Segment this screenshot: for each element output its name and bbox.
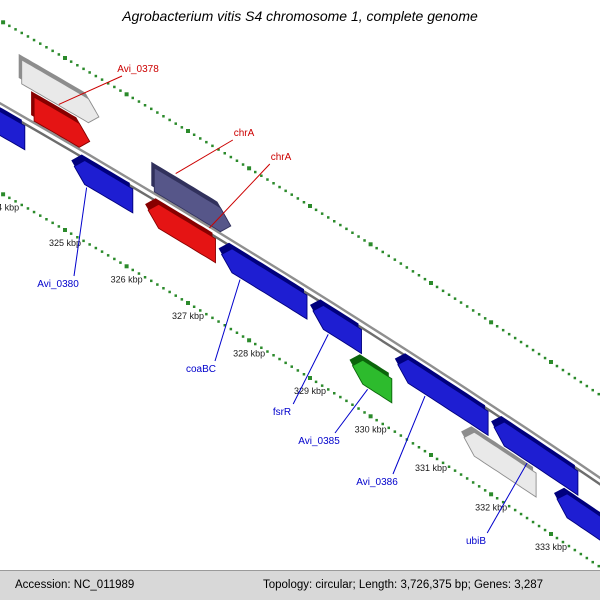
gene-label-Avi_0380: Avi_0380 xyxy=(37,187,88,290)
scale-tick-label: 328 kbp xyxy=(233,348,265,358)
scale-tick-label: 324 kbp xyxy=(0,202,19,212)
scale-tick-label: 326 kbp xyxy=(111,274,143,284)
status-bar: Accession: NC_011989 Topology: circular;… xyxy=(0,570,600,600)
gene-label-Avi_0386: Avi_0386 xyxy=(356,395,426,488)
gene-arrow-ubiB[interactable] xyxy=(491,416,579,496)
gene-arrow-unnamed[interactable] xyxy=(554,487,600,556)
gene-label-text[interactable]: Avi_0385 xyxy=(298,436,340,447)
gene-label-ubiB: ubiB xyxy=(466,462,528,547)
gene-label-coaBC: coaBC xyxy=(186,279,241,375)
gene-label-chrA: chrA xyxy=(175,128,255,175)
gene-label-chrA: chrA xyxy=(209,152,292,229)
gene-arrow-unnamed[interactable] xyxy=(18,53,100,124)
gene-label-text[interactable]: chrA xyxy=(271,152,292,163)
accession-text: Accession: NC_011989 xyxy=(15,579,135,591)
scale-tick-label: 329 kbp xyxy=(294,386,326,396)
scale-tick-label: 331 kbp xyxy=(415,463,447,473)
gene-label-text[interactable]: coaBC xyxy=(186,364,216,375)
gene-arrow-chrA[interactable] xyxy=(151,161,232,233)
gene-label-text[interactable]: Avi_0380 xyxy=(37,279,79,290)
scale-tick-label: 327 kbp xyxy=(172,311,204,321)
gene-arrow-coaBC[interactable] xyxy=(218,242,308,320)
gene-arrow-unnamed[interactable] xyxy=(461,426,537,498)
genome-summary-text: Topology: circular; Length: 3,726,375 bp… xyxy=(263,579,544,591)
scale-tick-label: 330 kbp xyxy=(355,424,387,434)
gene-label-text[interactable]: fsrR xyxy=(273,407,291,418)
gene-arrow-Avi_0380[interactable] xyxy=(71,154,134,214)
scale-tick-label: 332 kbp xyxy=(475,502,507,512)
gene-label-text[interactable]: ubiB xyxy=(466,536,486,547)
gene-arrow-Avi_0386[interactable] xyxy=(394,353,489,437)
gene-label-Avi_0378: Avi_0378 xyxy=(58,64,159,105)
gene-arrow-fsrR[interactable] xyxy=(310,299,362,355)
gene-arrow-Avi_0378[interactable] xyxy=(31,91,91,148)
gene-label-text[interactable]: Avi_0378 xyxy=(117,64,159,75)
gene-label-text[interactable]: chrA xyxy=(234,128,255,139)
sequence-title: Agrobacterium vitis S4 chromosome 1, com… xyxy=(122,8,478,24)
scale-tick-label: 325 kbp xyxy=(49,238,81,248)
scale-labels: 324 kbp 325 kbp 326 kbp 327 kbp 328 kbp 329 k… xyxy=(0,202,567,552)
gene-arrow-chrA[interactable] xyxy=(145,198,216,264)
gene-arrow-unnamed[interactable] xyxy=(0,71,26,151)
gene-arrow-Avi_0385[interactable] xyxy=(349,354,393,404)
gene-label-text[interactable]: Avi_0386 xyxy=(356,477,398,488)
gene-label-Avi_0385: Avi_0385 xyxy=(298,389,369,447)
gene-label-fsrR: fsrR xyxy=(273,334,329,418)
minor-tick-dots xyxy=(1,20,600,568)
scale-tick-label: 333 kbp xyxy=(535,542,567,552)
